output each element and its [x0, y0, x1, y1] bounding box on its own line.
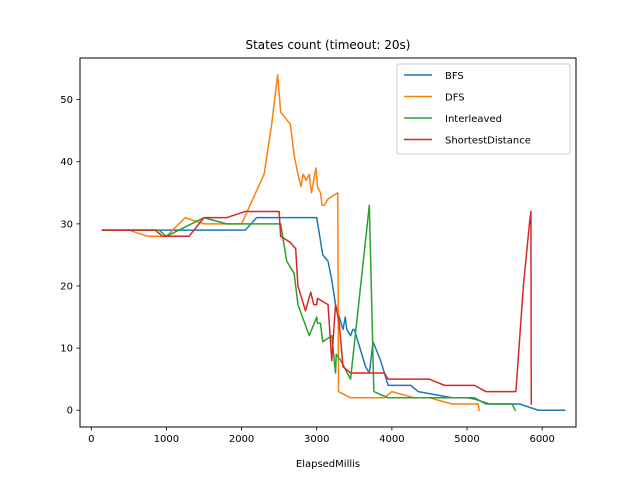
- legend-label-shortestdistance: ShortestDistance: [445, 136, 531, 147]
- x-tick-label: 1000: [154, 434, 179, 445]
- y-axis-ticks: 0 10 20 30 40 50: [60, 95, 80, 417]
- x-tick-label: 5000: [454, 434, 479, 445]
- series-line-shortestdistance: [101, 210, 533, 405]
- x-tick-label: 6000: [529, 434, 554, 445]
- legend-frame: [396, 63, 571, 155]
- y-tick-label: 30: [60, 219, 73, 230]
- x-tick-label: 3000: [304, 434, 329, 445]
- legend-label-dfs: DFS: [445, 93, 465, 104]
- plot-area: 0 1000 2000 3000 4000 5000 6000 0 10 20 30 40 50: [60, 57, 577, 445]
- y-tick-label: 50: [60, 95, 73, 106]
- y-tick-label: 40: [60, 157, 73, 168]
- legend: BFS DFS Interleaved ShortestDistance: [396, 63, 571, 155]
- x-tick-label: 0: [88, 434, 94, 445]
- axes-frame: [79, 57, 577, 428]
- series-layer: [101, 74, 566, 412]
- legend-entries: BFS DFS Interleaved ShortestDistance: [404, 71, 531, 147]
- legend-label-bfs: BFS: [445, 71, 464, 82]
- legend-label-interleaved: Interleaved: [445, 114, 502, 125]
- y-tick-label: 0: [67, 406, 73, 417]
- y-tick-label: 10: [60, 344, 73, 355]
- x-tick-label: 4000: [379, 434, 404, 445]
- chart-title: States count (timeout: 20s): [245, 38, 410, 52]
- y-tick-label: 20: [60, 281, 73, 292]
- x-axis-label: ElapsedMillis: [296, 459, 360, 470]
- x-axis-ticks: 0 1000 2000 3000 4000 5000 6000: [88, 427, 555, 445]
- x-tick-label: 2000: [229, 434, 254, 445]
- series-line-interleaved: [101, 204, 517, 412]
